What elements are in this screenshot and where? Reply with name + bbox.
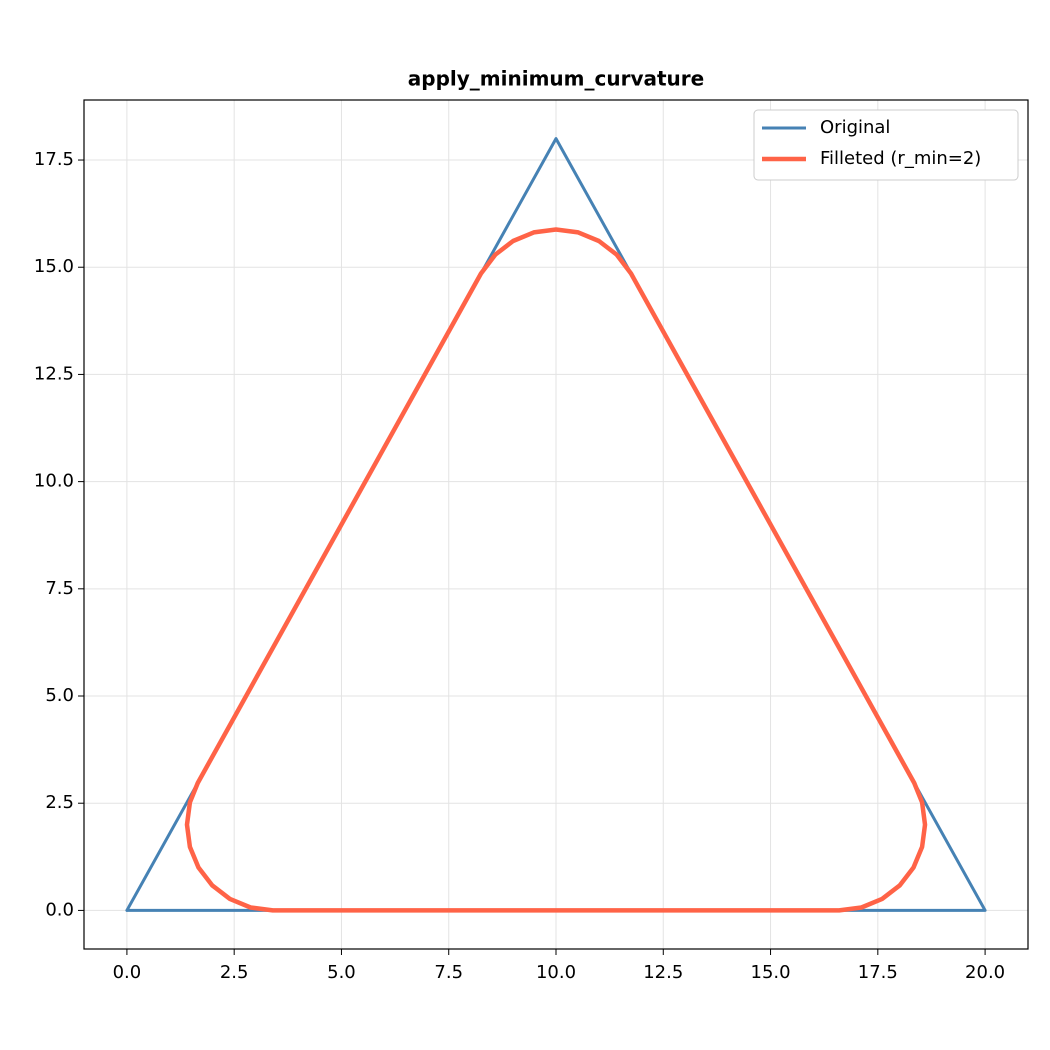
- x-tick-label: 17.5: [858, 962, 898, 983]
- x-tick-label: 0.0: [113, 962, 142, 983]
- y-tick-label: 5.0: [45, 685, 74, 706]
- x-tick-label: 5.0: [327, 962, 356, 983]
- x-tick-label: 20.0: [965, 962, 1005, 983]
- legend-label: Original: [820, 117, 890, 138]
- legend-label: Filleted (r_min=2): [820, 148, 981, 169]
- y-tick-label: 17.5: [34, 149, 74, 170]
- x-tick-label: 12.5: [643, 962, 683, 983]
- y-tick-label: 7.5: [45, 578, 74, 599]
- chart-title: apply_minimum_curvature: [408, 67, 704, 91]
- series-line: [184, 227, 928, 913]
- y-tick-label: 10.0: [34, 471, 74, 492]
- y-tick-label: 12.5: [34, 363, 74, 384]
- y-tick-label: 15.0: [34, 256, 74, 277]
- x-tick-label: 7.5: [434, 962, 463, 983]
- plot-frame: [83, 99, 1029, 950]
- x-tick-label: 15.0: [751, 962, 791, 983]
- y-tick-label: 0.0: [45, 899, 74, 920]
- legend-box: [753, 109, 1019, 181]
- y-tick-label: 2.5: [45, 792, 74, 813]
- x-tick-label: 2.5: [220, 962, 249, 983]
- x-tick-label: 10.0: [536, 962, 576, 983]
